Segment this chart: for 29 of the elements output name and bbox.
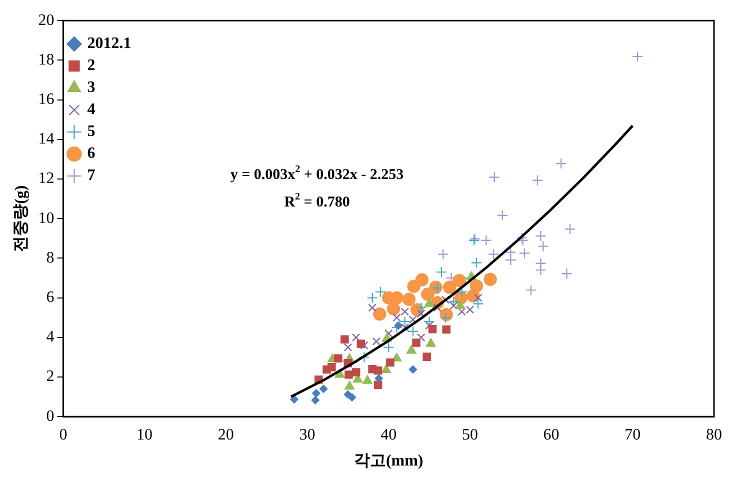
legend-label: 2 [87, 57, 96, 74]
x-axis-title: 각고(mm) [354, 452, 424, 470]
y-tick-label: 0 [46, 408, 54, 425]
y-axis-title: 전중량(g) [12, 185, 30, 252]
y-tick-label: 18 [38, 51, 54, 68]
x-tick-label: 80 [706, 426, 722, 444]
legend-label: 7 [87, 167, 96, 184]
y-tick-label: 6 [46, 289, 54, 306]
y-tick-label: 16 [38, 91, 54, 108]
y-tick-label: 8 [46, 249, 54, 266]
y-tick-label: 14 [38, 130, 54, 148]
y-tick-label: 12 [38, 170, 54, 188]
x-tick-label: 70 [624, 426, 641, 444]
y-tick-label: 4 [46, 328, 54, 346]
y-tick-label: 2 [46, 368, 54, 386]
x-tick-label: 40 [380, 426, 397, 444]
legend-label: 3 [87, 79, 96, 96]
legend-label: 6 [87, 145, 96, 162]
x-tick-label: 0 [59, 426, 68, 444]
legend-label: 5 [87, 123, 96, 140]
legend-label: 4 [87, 101, 96, 118]
x-tick-label: 60 [543, 426, 560, 444]
x-tick-label: 30 [299, 426, 316, 444]
x-tick-label: 20 [218, 426, 234, 444]
legend-label: 2012.1 [87, 35, 132, 52]
x-tick-label: 50 [462, 426, 478, 444]
y-tick-label: 20 [38, 12, 54, 29]
y-tick-label: 10 [38, 210, 54, 227]
x-tick-label: 10 [136, 426, 153, 444]
